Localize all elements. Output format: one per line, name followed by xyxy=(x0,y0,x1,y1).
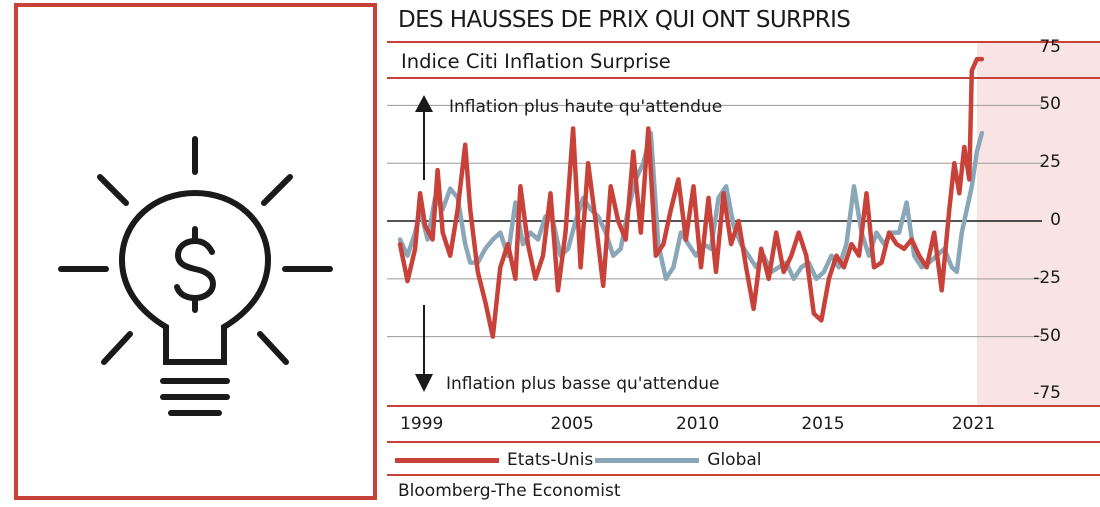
x-tick-label: 2021 xyxy=(951,414,996,434)
legend: Etats-Unis Global xyxy=(395,447,764,473)
x-tick-label: 2010 xyxy=(675,414,720,434)
chart-subtitle: Indice Citi Inflation Surprise xyxy=(401,50,671,73)
series-line-us xyxy=(397,56,985,339)
legend-swatch-global xyxy=(595,457,700,463)
ray-lower-left xyxy=(101,331,133,365)
y-tick-label: 0 xyxy=(1050,210,1061,230)
legend-label-global: Global xyxy=(707,450,762,470)
dollar-s xyxy=(174,237,217,302)
y-tick-label: 25 xyxy=(1039,152,1061,173)
legend-swatch-us xyxy=(395,457,499,463)
source-note: Bloomberg-The Economist xyxy=(398,481,621,501)
arrow-down-icon xyxy=(415,374,433,392)
arrow-up-icon xyxy=(415,95,433,112)
y-tick-label: -50 xyxy=(1033,325,1061,346)
icon-panel xyxy=(14,3,377,500)
x-tick-label: 2005 xyxy=(550,414,594,434)
chart-title: DES HAUSSES DE PRIX QUI ONT SURPRIS xyxy=(398,7,851,33)
y-tick-label: -75 xyxy=(1033,383,1061,404)
x-tick-label: 1999 xyxy=(400,414,444,434)
lightbulb-dollar-icon xyxy=(58,136,333,416)
y-tick-label: 50 xyxy=(1039,94,1061,115)
ray-upper-right xyxy=(261,174,293,206)
annotation-lower: Inflation plus basse qu'attendue xyxy=(446,374,720,394)
y-tick-label: 75 xyxy=(1039,36,1061,57)
series-line-global xyxy=(397,130,985,282)
legend-label-us: Etats-Unis xyxy=(507,450,594,470)
x-tick-label: 2015 xyxy=(801,414,845,434)
ray-upper-left xyxy=(97,174,129,206)
y-tick-label: -25 xyxy=(1033,267,1061,288)
chart-canvas xyxy=(387,41,1100,476)
bulb-outline xyxy=(118,189,272,365)
ray-lower-right xyxy=(257,331,289,365)
chart-panel: DES HAUSSES DE PRIX QUI ONT SURPRIS Indi… xyxy=(387,0,1100,507)
annotation-higher: Inflation plus haute qu'attendue xyxy=(449,97,723,117)
forecast-shaded-area xyxy=(976,42,1100,406)
